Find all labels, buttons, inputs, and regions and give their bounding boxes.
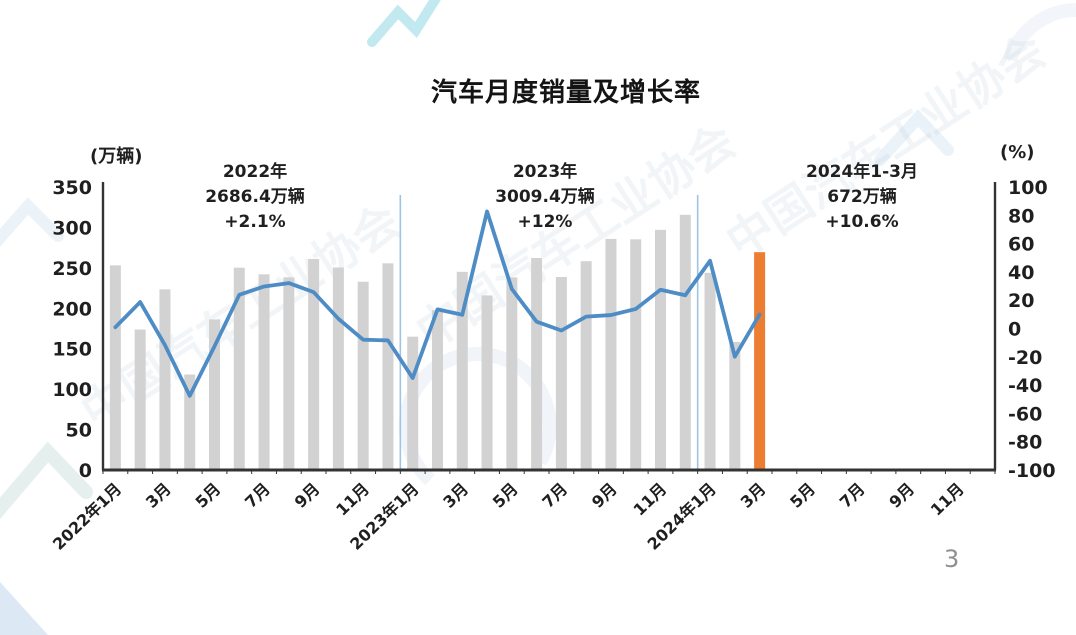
- sales-bar: [184, 374, 196, 470]
- left-axis-tick-label: 350: [52, 177, 92, 199]
- annotation-2022: 2022年 2686.4万辆 +2.1%: [145, 160, 365, 235]
- x-axis-month-label: 7月: [241, 479, 274, 512]
- sales-bar: [531, 257, 543, 470]
- sales-bar: [630, 239, 642, 470]
- left-axis-tick-label: 250: [52, 258, 92, 280]
- x-axis-month-label: 3月: [439, 479, 472, 512]
- right-axis-tick-label: -80: [1008, 432, 1042, 454]
- growth-rate-line: [113, 209, 762, 398]
- left-axis-tick-label: 150: [52, 339, 92, 361]
- annotation-2024: 2024年1-3月 672万辆 +10.6%: [748, 160, 976, 235]
- right-axis-tick-label: -40: [1008, 375, 1042, 397]
- right-axis-tick-label: -60: [1008, 403, 1042, 425]
- annotation-line: 3009.4万辆: [495, 187, 595, 207]
- annotation-line: +12%: [517, 212, 573, 232]
- x-axis-month-label: 7月: [836, 479, 869, 512]
- sales-bar: [382, 263, 394, 470]
- x-axis-month-label: 9月: [291, 479, 324, 512]
- right-axis-tick-label: 0: [1008, 319, 1021, 341]
- sales-bar: [704, 272, 716, 470]
- annotation-2023: 2023年 3009.4万辆 +12%: [435, 160, 655, 235]
- sales-bar: [555, 276, 567, 470]
- sales-bar: [332, 267, 344, 470]
- left-axis-tick-label: 300: [52, 217, 92, 239]
- right-axis-tick-label: 40: [1008, 262, 1034, 284]
- sales-bar: [580, 261, 592, 470]
- x-axis-month-label: 9月: [885, 479, 918, 512]
- right-axis-tick-label: -20: [1008, 347, 1042, 369]
- x-axis-month-label: 9月: [588, 479, 621, 512]
- sales-bar: [233, 267, 245, 470]
- sales-bar: [159, 289, 171, 470]
- sales-bar: [209, 319, 220, 470]
- sales-bar: [109, 265, 121, 470]
- annotation-line: 2686.4万辆: [205, 187, 305, 207]
- right-axis-tick-label: 100: [1008, 177, 1048, 199]
- left-axis-unit-label: (万辆): [90, 146, 143, 167]
- sales-bar: [357, 281, 369, 470]
- annotation-line: +2.1%: [224, 212, 286, 232]
- sales-bar: [655, 229, 666, 470]
- sales-bar: [679, 214, 691, 470]
- annotation-line: 672万辆: [827, 187, 897, 207]
- annotation-line: 2023年: [512, 162, 578, 182]
- chart-title: 汽车月度销量及增长率: [430, 78, 701, 108]
- x-axis-month-label: 3月: [142, 479, 175, 512]
- sales-bar: [308, 258, 320, 470]
- sales-bar: [407, 336, 419, 470]
- sales-bar: [258, 274, 270, 470]
- right-axis-tick-label: -100: [1008, 460, 1056, 482]
- annotation-line: 2022年: [222, 162, 288, 182]
- right-axis-tick-label: 60: [1008, 234, 1034, 256]
- annotation-line: +10.6%: [825, 212, 899, 232]
- right-axis-unit-label: (%): [1000, 142, 1035, 163]
- sales-bar: [506, 277, 518, 470]
- sales-bar-highlight: [754, 252, 766, 470]
- left-axis-tick-label: 0: [79, 460, 92, 482]
- x-axis-month-label: 5月: [192, 479, 225, 512]
- left-axis-tick-label: 200: [52, 298, 92, 320]
- x-axis-month-label: 2022年1月: [49, 479, 125, 554]
- x-axis-month-label: 7月: [538, 479, 571, 512]
- left-axis-tick-label: 100: [52, 379, 92, 401]
- sales-bar: [134, 329, 146, 470]
- sales-bar: [283, 277, 295, 470]
- x-axis-month-label: 3月: [737, 479, 770, 512]
- x-axis-month-label: 11月: [927, 479, 968, 519]
- left-axis-tick-label: 50: [66, 420, 92, 442]
- annotation-line: 2024年1-3月: [805, 162, 919, 182]
- x-axis-month-label: 11月: [332, 479, 373, 519]
- x-axis-month-label: 5月: [489, 479, 522, 512]
- sales-bar: [605, 238, 617, 470]
- sales-bar: [456, 271, 468, 470]
- sales-bar: [481, 295, 493, 470]
- right-axis-tick-label: 20: [1008, 290, 1034, 312]
- x-axis-month-label: 11月: [630, 479, 671, 519]
- page-number: 3: [944, 545, 960, 573]
- sales-bar: [729, 341, 741, 470]
- x-axis-month-label: 5月: [786, 479, 819, 512]
- right-axis-tick-label: 80: [1008, 205, 1034, 227]
- sales-bar: [432, 310, 443, 470]
